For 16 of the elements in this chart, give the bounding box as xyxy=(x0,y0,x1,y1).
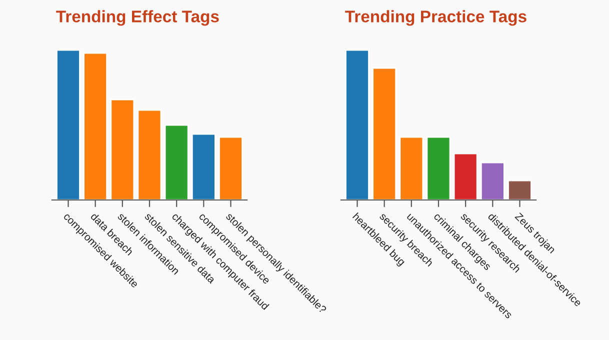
bar xyxy=(218,136,243,200)
bar xyxy=(453,152,478,200)
bar xyxy=(508,180,532,200)
bar xyxy=(56,50,80,200)
bar xyxy=(372,67,397,200)
chart-title: Trending Effect Tags xyxy=(56,10,219,26)
chart-title: Trending Practice Tags xyxy=(345,10,526,26)
bar xyxy=(480,162,505,200)
bar xyxy=(191,133,216,200)
bar xyxy=(345,50,370,200)
bar xyxy=(426,136,451,200)
bar xyxy=(83,52,108,200)
bar xyxy=(164,124,189,200)
bar xyxy=(399,136,424,200)
bar xyxy=(110,98,135,200)
bar xyxy=(137,109,162,200)
